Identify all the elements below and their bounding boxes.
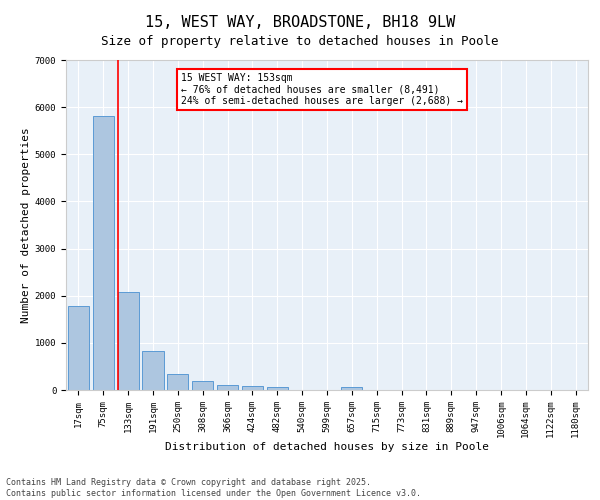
X-axis label: Distribution of detached houses by size in Poole: Distribution of detached houses by size …	[165, 442, 489, 452]
Bar	[93, 116, 114, 390]
Bar	[217, 385, 238, 390]
Bar	[142, 352, 164, 390]
Text: Size of property relative to detached houses in Poole: Size of property relative to detached ho…	[101, 35, 499, 48]
Bar	[167, 374, 188, 390]
Bar	[341, 388, 362, 390]
Bar	[267, 388, 288, 390]
Bar	[192, 382, 213, 390]
Text: Contains HM Land Registry data © Crown copyright and database right 2025.
Contai: Contains HM Land Registry data © Crown c…	[6, 478, 421, 498]
Bar	[118, 292, 139, 390]
Text: 15 WEST WAY: 153sqm
← 76% of detached houses are smaller (8,491)
24% of semi-det: 15 WEST WAY: 153sqm ← 76% of detached ho…	[181, 73, 463, 106]
Text: 15, WEST WAY, BROADSTONE, BH18 9LW: 15, WEST WAY, BROADSTONE, BH18 9LW	[145, 15, 455, 30]
Bar	[242, 386, 263, 390]
Y-axis label: Number of detached properties: Number of detached properties	[20, 127, 31, 323]
Bar	[68, 306, 89, 390]
